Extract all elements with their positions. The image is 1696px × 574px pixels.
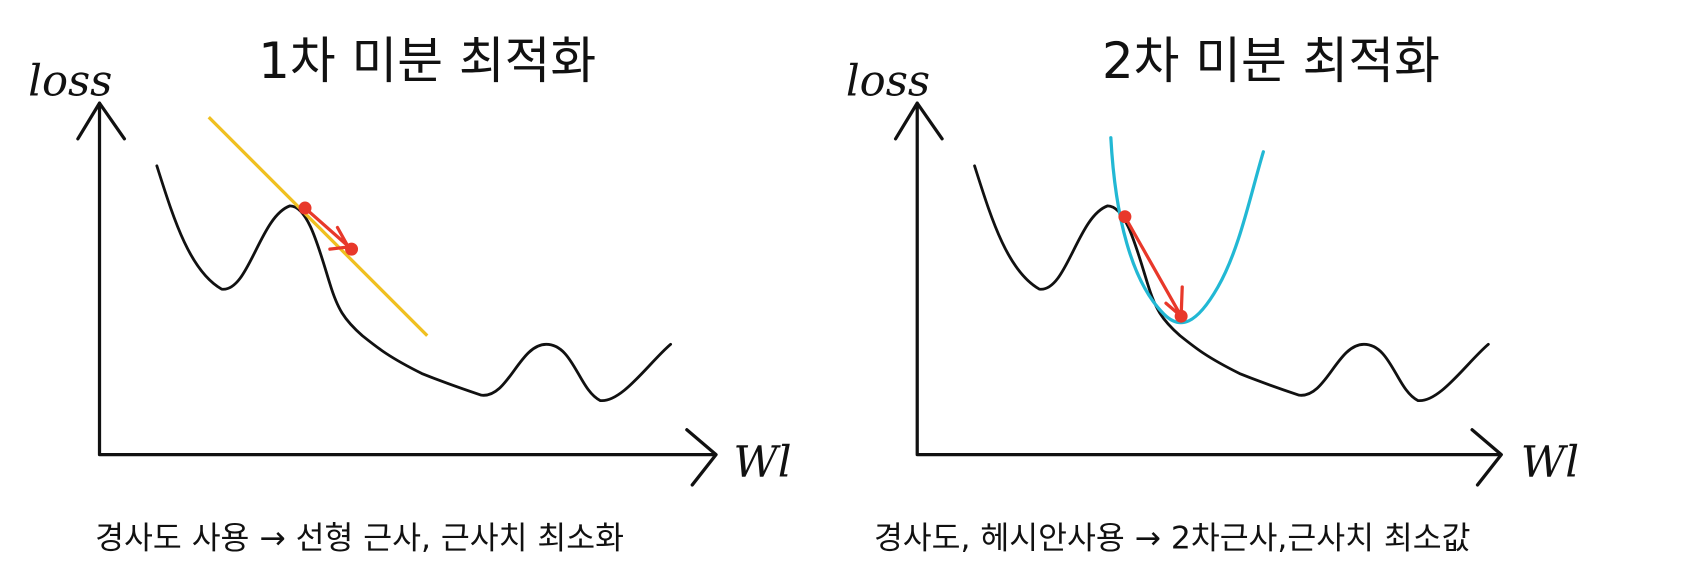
tangent-line: [207, 116, 429, 337]
x-axis-label: Wl: [1521, 437, 1579, 487]
caption: 경사도 사용 → 선형 근사, 근사치 최소화: [95, 521, 624, 557]
loss-curve: [973, 164, 1490, 402]
start-point: [1118, 210, 1132, 224]
start-point: [298, 201, 312, 215]
quadratic-approx: [1109, 136, 1265, 325]
axes: [76, 101, 718, 487]
panel-first-order: loss 1차 미분 최적화 Wl 경사도 사용 → 선형 근사, 근사치 최소…: [28, 32, 792, 557]
loss-curve: [155, 164, 673, 402]
end-point: [1174, 309, 1188, 323]
axes: [893, 101, 1503, 487]
panel-second-order: loss 2차 미분 최적화 Wl 경사도, 헤시안사용 → 2차근사,근사치 …: [846, 32, 1579, 557]
panel-title: 1차 미분 최적화: [258, 32, 596, 90]
end-point: [345, 242, 359, 256]
panel-title: 2차 미분 최적화: [1102, 32, 1440, 90]
caption: 경사도, 헤시안사용 → 2차근사,근사치 최소값: [874, 521, 1471, 557]
y-axis-label: loss: [846, 57, 930, 107]
y-axis-label: loss: [28, 57, 112, 107]
x-axis-label: Wl: [733, 437, 791, 487]
